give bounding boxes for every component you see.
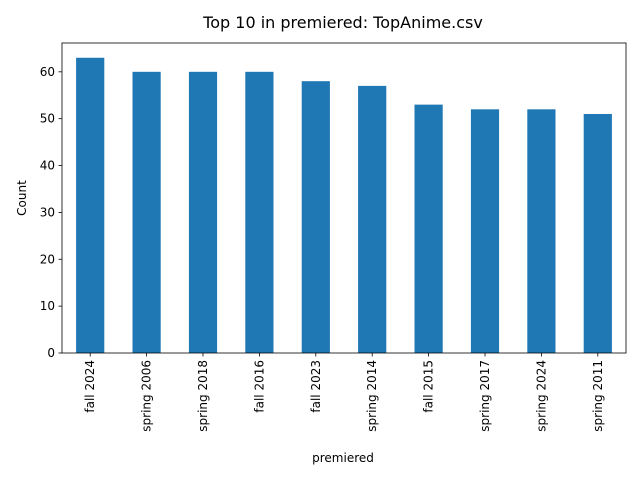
x-tick-label: fall 2016	[252, 360, 266, 413]
x-tick-label: spring 2011	[591, 360, 605, 432]
x-tick-label: fall 2024	[83, 360, 97, 413]
bar	[188, 71, 218, 353]
x-tick-label: spring 2018	[196, 360, 210, 432]
y-tick-label: 30	[40, 205, 55, 219]
y-tick-label: 20	[40, 252, 55, 266]
bar	[76, 57, 105, 354]
bar	[358, 85, 387, 353]
bar	[301, 81, 330, 354]
x-tick-label: spring 2017	[478, 360, 492, 432]
chart-title: Top 10 in premiered: TopAnime.csv	[202, 13, 483, 32]
bar	[583, 113, 612, 353]
y-tick-label: 0	[47, 346, 55, 360]
y-tick-label: 40	[40, 159, 55, 173]
y-axis-label: Count	[15, 180, 29, 216]
x-tick-label: fall 2015	[422, 360, 436, 413]
y-tick-label: 10	[40, 299, 55, 313]
y-axis-ticks: 0 10 20 30 40 50 60	[40, 65, 62, 360]
x-tick-label: spring 2014	[365, 360, 379, 432]
y-tick-label: 50	[40, 112, 55, 126]
x-tick-label: fall 2023	[309, 360, 323, 413]
x-axis-ticks: fall 2024 spring 2006 spring 2018 fall 2016…	[83, 353, 605, 432]
x-tick-label: spring 2024	[534, 360, 548, 432]
plot-frame	[61, 42, 627, 354]
y-tick-label: 60	[40, 65, 55, 79]
x-tick-label: spring 2006	[140, 360, 154, 432]
bar	[527, 109, 556, 353]
bar	[245, 71, 274, 353]
bars-group	[76, 57, 612, 354]
bar	[132, 71, 161, 353]
bar	[414, 104, 443, 353]
bar	[470, 109, 500, 353]
x-axis-label: premiered	[312, 451, 374, 465]
